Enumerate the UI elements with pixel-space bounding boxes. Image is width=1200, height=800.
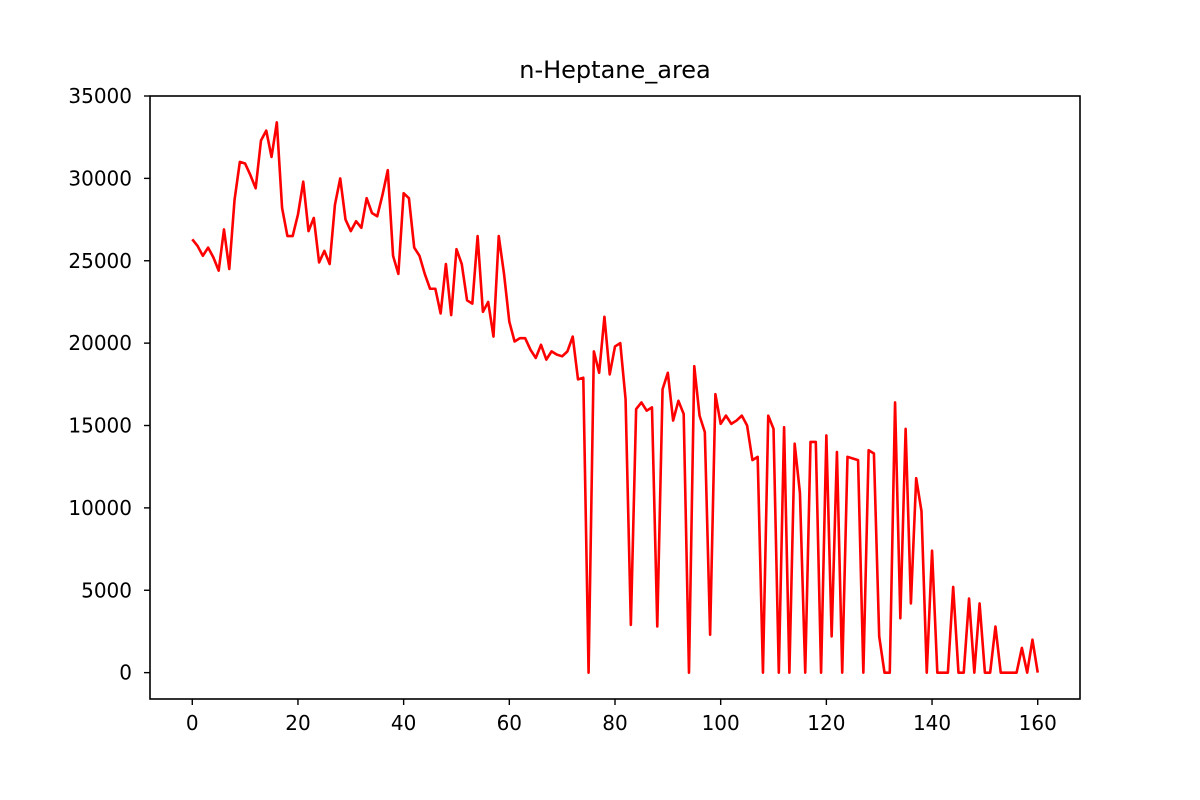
x-tick-label: 100 <box>702 711 740 735</box>
series-layer <box>191 121 1040 674</box>
plot-area-frame <box>149 95 1081 700</box>
x-tick-label: 160 <box>1019 711 1057 735</box>
x-tick-label: 20 <box>285 711 310 735</box>
y-tick-label: 0 <box>119 661 132 685</box>
y-tick-label: 35000 <box>68 84 132 108</box>
x-tick-label: 40 <box>391 711 416 735</box>
y-tick-label: 20000 <box>68 331 132 355</box>
y-tick-label: 10000 <box>68 496 132 520</box>
x-tick-label: 0 <box>186 711 199 735</box>
y-axis: 0 5000 10000 15000 20000 25000 30000 35000 <box>68 84 150 685</box>
y-tick-label: 30000 <box>68 166 132 190</box>
y-tick-label: 25000 <box>68 249 132 273</box>
x-tick-label: 140 <box>913 711 951 735</box>
y-tick-label: 15000 <box>68 414 132 438</box>
x-axis: 0 20 40 60 80 100 120 140 160 <box>186 699 1057 735</box>
x-tick-label: 80 <box>602 711 627 735</box>
series-line <box>191 121 1040 674</box>
y-tick-label: 5000 <box>81 578 132 602</box>
x-tick-label: 120 <box>807 711 845 735</box>
chart-title: n-Heptane_area <box>519 56 711 84</box>
x-tick-label: 60 <box>497 711 522 735</box>
